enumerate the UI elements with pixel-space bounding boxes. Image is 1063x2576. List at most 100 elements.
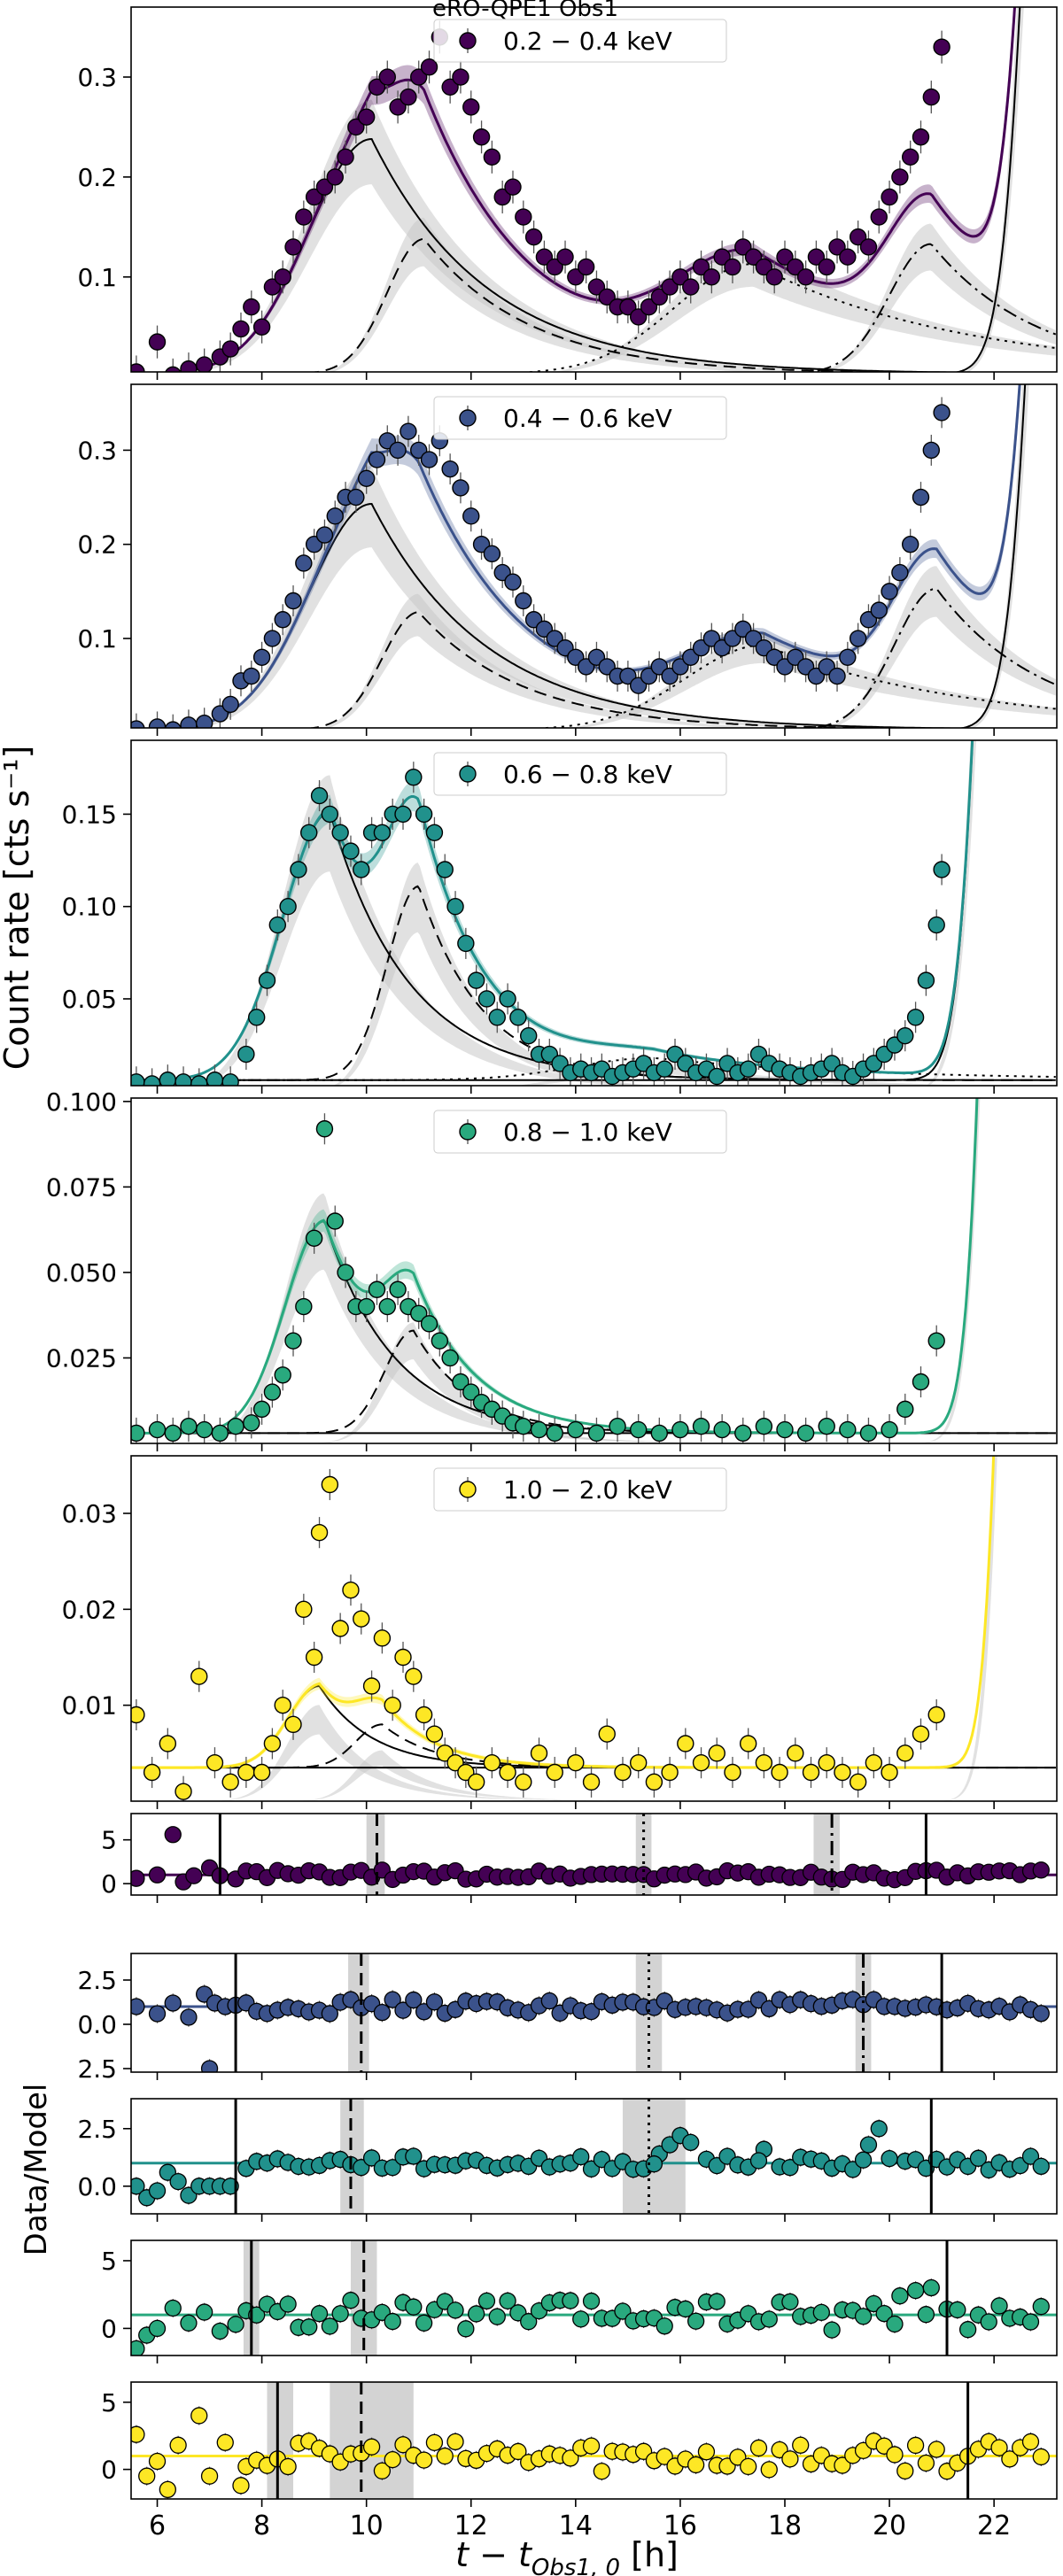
component-uncertainty-band bbox=[825, 566, 1056, 728]
residual-point bbox=[148, 1866, 167, 1884]
residual-point bbox=[131, 1869, 145, 1887]
data-point bbox=[755, 258, 773, 276]
data-point bbox=[462, 98, 480, 116]
data-point bbox=[896, 1744, 914, 1762]
residual-point bbox=[488, 2308, 506, 2325]
data-point bbox=[425, 824, 444, 841]
data-point bbox=[243, 298, 260, 316]
data-point bbox=[389, 98, 407, 116]
data-point bbox=[671, 268, 689, 286]
residual-point bbox=[405, 2298, 423, 2316]
residual-point bbox=[645, 2155, 663, 2173]
data-point bbox=[252, 1400, 271, 1419]
panel-frame bbox=[130, 739, 1058, 1087]
legend-box bbox=[433, 1110, 727, 1154]
data-point bbox=[582, 1773, 601, 1791]
residual-point bbox=[148, 2319, 167, 2338]
residual-point bbox=[1032, 2298, 1050, 2316]
data-point bbox=[734, 1424, 752, 1443]
data-point bbox=[221, 695, 239, 714]
data-point bbox=[567, 1753, 585, 1772]
residual-point bbox=[394, 2436, 412, 2454]
y-tick-label: 0.075 bbox=[46, 1172, 117, 1202]
data-point bbox=[284, 238, 302, 256]
panel-1: 0.4 − 0.6 keV 0.1 0.2 0.3 bbox=[77, 383, 1058, 736]
residual-point bbox=[891, 2287, 909, 2305]
data-point bbox=[237, 1045, 255, 1064]
residual-point bbox=[760, 2461, 778, 2479]
data-point bbox=[849, 1773, 867, 1791]
residual-point bbox=[572, 2147, 590, 2166]
data-point bbox=[206, 1753, 224, 1772]
panel-7: 0.0 2.5 bbox=[77, 2098, 1058, 2222]
data-point bbox=[587, 278, 606, 296]
data-point bbox=[425, 1725, 444, 1743]
data-point bbox=[342, 1581, 360, 1599]
panel-6: 2.5 0.0 2.5 bbox=[77, 1953, 1058, 2084]
data-point bbox=[295, 208, 313, 226]
data-point bbox=[331, 1620, 349, 1637]
data-point bbox=[859, 1424, 878, 1443]
data-point bbox=[692, 1753, 710, 1772]
panel-8: 05 bbox=[101, 2239, 1058, 2363]
residual-point bbox=[540, 1992, 558, 2010]
data-point bbox=[483, 545, 501, 563]
x-tick-label: 12 bbox=[454, 2510, 488, 2541]
data-point bbox=[347, 118, 365, 136]
data-point bbox=[818, 1753, 835, 1772]
data-point bbox=[927, 916, 945, 934]
y-tick-label: 0.10 bbox=[62, 893, 117, 922]
component-uncertainty-band bbox=[570, 632, 1056, 728]
data-point bbox=[677, 1735, 694, 1752]
data-point bbox=[284, 1715, 302, 1734]
model-uncertainty-band bbox=[131, 1098, 978, 1434]
y-tick-label: 0.01 bbox=[62, 1691, 117, 1721]
residual-point bbox=[760, 2310, 778, 2328]
data-point bbox=[357, 469, 376, 488]
residual-point bbox=[958, 2321, 977, 2339]
residual-point bbox=[425, 2433, 444, 2451]
residual-point bbox=[990, 2297, 1008, 2315]
plot-area bbox=[131, 1953, 1057, 2072]
residual-point bbox=[749, 2439, 768, 2457]
data-point bbox=[796, 268, 815, 286]
data-point bbox=[420, 58, 438, 76]
data-point bbox=[258, 971, 276, 989]
residual-point bbox=[812, 2303, 830, 2322]
residual-point bbox=[854, 2308, 873, 2325]
data-point bbox=[546, 1424, 563, 1443]
residual-point bbox=[834, 2456, 851, 2474]
residual-point bbox=[310, 2305, 329, 2323]
data-point bbox=[274, 611, 291, 629]
data-point bbox=[828, 667, 846, 685]
data-point bbox=[896, 1400, 914, 1419]
data-point bbox=[901, 148, 919, 166]
component-uncertainty-band bbox=[333, 863, 652, 1086]
y-tick-label: 0.1 bbox=[77, 624, 117, 654]
residual-point bbox=[131, 2178, 145, 2195]
data-point bbox=[546, 258, 563, 276]
data-point bbox=[933, 404, 950, 422]
residual-point bbox=[425, 1993, 444, 2011]
data-point bbox=[180, 716, 198, 728]
data-point bbox=[755, 1417, 773, 1435]
data-point bbox=[131, 363, 145, 372]
y-tick-label: 5 bbox=[101, 2247, 117, 2276]
data-point bbox=[499, 1763, 516, 1782]
data-point bbox=[509, 1009, 527, 1026]
data-point bbox=[180, 360, 198, 372]
data-point bbox=[771, 1763, 788, 1782]
data-point bbox=[357, 108, 376, 126]
data-point bbox=[467, 971, 485, 989]
data-point bbox=[227, 1417, 244, 1435]
residual-point bbox=[593, 2463, 611, 2480]
data-point bbox=[807, 248, 826, 266]
data-point bbox=[279, 898, 297, 916]
data-point bbox=[441, 1349, 459, 1367]
legend-label: 1.0 − 2.0 keV bbox=[503, 1475, 672, 1505]
residual-point bbox=[180, 2008, 198, 2026]
panel-frame bbox=[130, 1953, 1058, 2073]
data-point bbox=[165, 366, 182, 372]
residual-point bbox=[697, 2443, 716, 2461]
